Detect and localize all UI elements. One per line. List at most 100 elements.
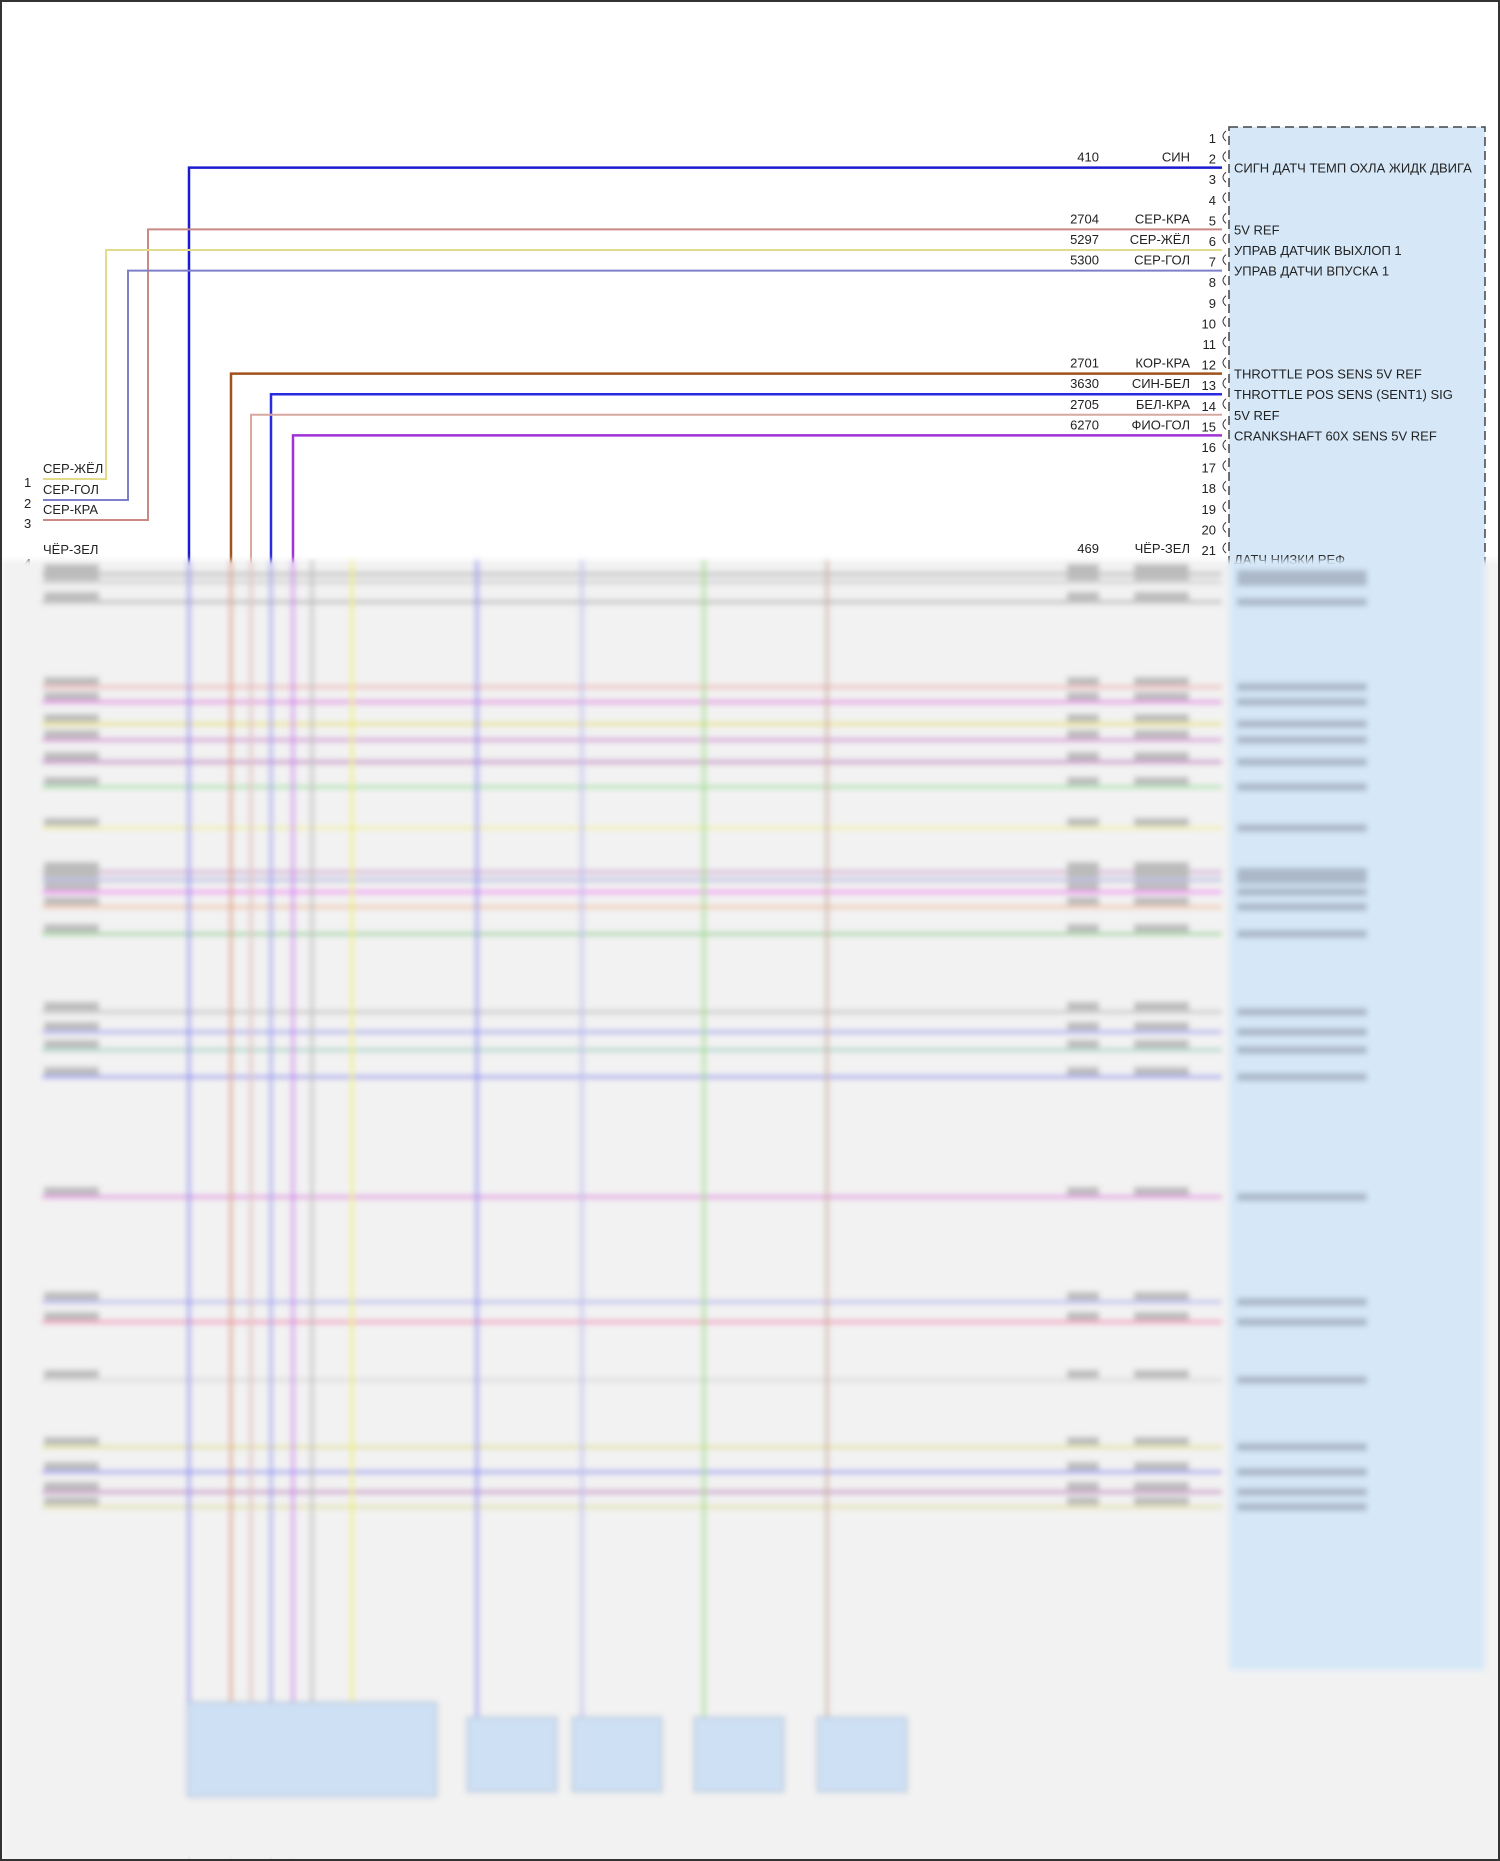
blurred-label [1134, 1497, 1189, 1505]
blurred-label [1237, 1318, 1367, 1326]
blurred-label [1067, 692, 1099, 700]
wire-color-label: БЕЛ-КРА [1136, 397, 1190, 412]
blurred-label [1237, 1443, 1367, 1451]
blurred-label [44, 897, 99, 905]
blurred-label [1067, 862, 1099, 870]
blurred-label [1067, 1437, 1099, 1445]
wire-color-label: КОР-КРА [1135, 356, 1190, 371]
pin-socket-icon [1222, 213, 1227, 224]
blurred-label [1067, 1370, 1099, 1378]
blurred-label [1134, 1370, 1189, 1378]
pin-socket-icon [1222, 316, 1227, 327]
blurred-label [44, 692, 99, 700]
wire-color-label: ЧЁР-ЗЕЛ [1135, 541, 1190, 556]
pin-function: УПРАВ ДАТЧИК ВЫХЛОП 1 [1234, 243, 1402, 258]
blurred-label [44, 1187, 99, 1195]
blurred-label [1134, 714, 1189, 722]
blurred-label [44, 677, 99, 685]
blurred-sensor-component [186, 1701, 438, 1798]
blurred-label [1067, 572, 1099, 580]
pin-number: 5 [1209, 213, 1216, 228]
blurred-label [1134, 1312, 1189, 1320]
left-pin-number: 3 [24, 516, 31, 531]
blurred-label [1067, 897, 1099, 905]
pin-number: 1 [1209, 131, 1216, 146]
left-wire-color-label: СЕР-ЖЁЛ [43, 461, 103, 476]
circuit-number: 2705 [1070, 397, 1099, 412]
pin-socket-icon [1222, 419, 1227, 430]
blurred-label [44, 572, 99, 580]
pin-number: 13 [1202, 378, 1216, 393]
pin-socket-icon [1222, 254, 1227, 265]
blurred-label [44, 752, 99, 760]
blurred-label [1237, 783, 1367, 791]
blurred-label [1237, 1008, 1367, 1016]
blurred-label [1067, 730, 1099, 738]
pin-number: 10 [1202, 316, 1216, 331]
blurred-label [44, 862, 99, 870]
left-wire-color-label: СЕР-ГОЛ [43, 482, 99, 497]
blurred-label [1067, 1187, 1099, 1195]
pin-socket-icon [1222, 295, 1227, 307]
blurred-label [1237, 903, 1367, 911]
blurred-label [1067, 924, 1099, 932]
blurred-label [1067, 1002, 1099, 1010]
pin-socket-icon [1222, 171, 1227, 183]
blurred-label [1237, 736, 1367, 744]
blurred-label [1134, 677, 1189, 685]
blurred-label [1067, 1312, 1099, 1320]
blurred-label [44, 1067, 99, 1075]
pin-number: 15 [1202, 419, 1216, 434]
blurred-label [44, 882, 99, 890]
blurred-label [1134, 564, 1189, 572]
pin-number: 20 [1202, 522, 1216, 537]
left-pin-number: 2 [24, 496, 31, 511]
wire-2704 [43, 228, 1222, 521]
wire-color-label: СЕР-КРА [1135, 211, 1190, 226]
blurred-label [1134, 1022, 1189, 1030]
blurred-label [44, 1022, 99, 1030]
pin-socket-icon [1222, 192, 1227, 204]
wire-color-label: СЕР-ЖЁЛ [1130, 232, 1190, 247]
pin-number: 9 [1209, 296, 1216, 311]
circuit-number: 5297 [1070, 232, 1099, 247]
blurred-label [44, 1312, 99, 1320]
blurred-label [1134, 924, 1189, 932]
pin-number: 17 [1202, 461, 1216, 476]
blurred-label [1067, 777, 1099, 785]
pin-function: СИГН ДАТЧ ТЕМП ОХЛА ЖИДК ДВИГА [1234, 161, 1472, 176]
blurred-label [1134, 1292, 1189, 1300]
pin-number: 7 [1209, 255, 1216, 270]
blurred-label [1134, 1002, 1189, 1010]
blurred-label [1134, 730, 1189, 738]
blurred-label [1237, 578, 1367, 586]
pin-function: 5V REF [1234, 408, 1280, 423]
blurred-label [1134, 897, 1189, 905]
blurred-label [1134, 572, 1189, 580]
blurred-label [1134, 1040, 1189, 1048]
left-wire-color-label: СЕР-КРА [43, 502, 98, 517]
blurred-label [1237, 1503, 1367, 1511]
blurred-label [1237, 1046, 1367, 1054]
blurred-label [1237, 1376, 1367, 1384]
blurred-label [1237, 1073, 1367, 1081]
pin-socket-icon [1222, 357, 1227, 368]
wire-color-label: ФИО-ГОЛ [1132, 417, 1190, 432]
blurred-sensor-component [571, 1716, 663, 1793]
module-box-blurred [1229, 560, 1485, 1670]
blurred-label [1237, 824, 1367, 832]
blurred-label [44, 924, 99, 932]
pin-function: УПРАВ ДАТЧИ ВПУСКА 1 [1234, 264, 1389, 279]
pin-socket-icon [1222, 480, 1227, 492]
blurred-label [1237, 720, 1367, 728]
blurred-label [1067, 882, 1099, 890]
wire-5297 [43, 249, 1222, 480]
blurred-label [1067, 870, 1099, 878]
blurred-label [44, 870, 99, 878]
pin-function: 5V REF [1234, 222, 1280, 237]
pin-number: 18 [1202, 481, 1216, 496]
blurred-label [44, 1370, 99, 1378]
